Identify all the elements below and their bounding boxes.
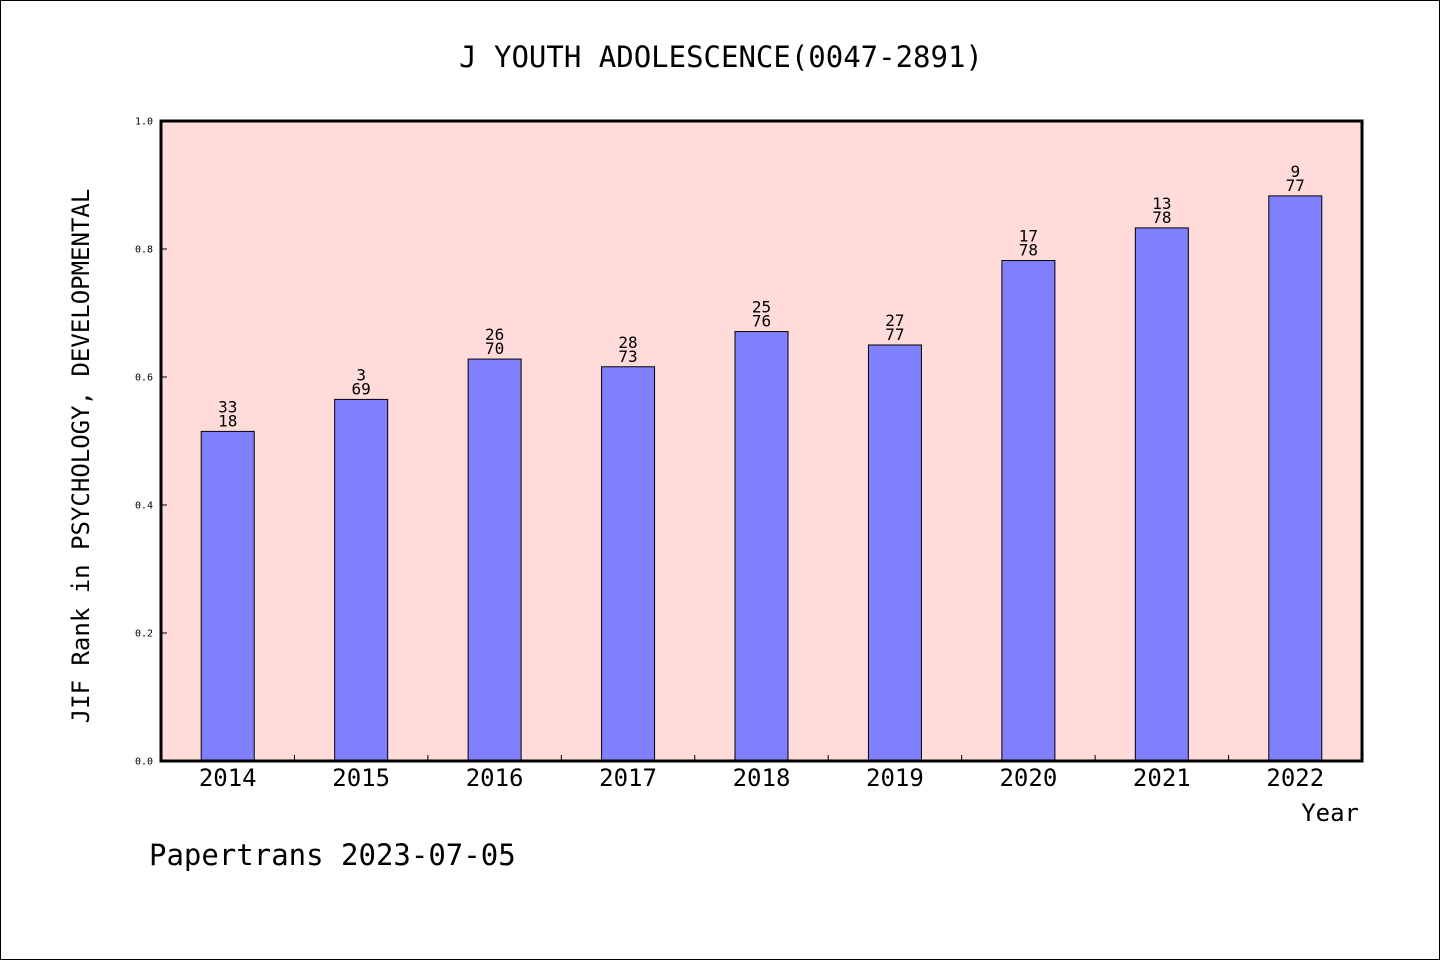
bar-label-top: 17 <box>1019 227 1038 246</box>
bar-label-top: 33 <box>218 397 237 416</box>
bar-2017 <box>601 366 656 762</box>
y-tick-label: 0.4 <box>135 501 153 512</box>
bar-label-bottom: 69 <box>352 379 371 398</box>
x-tick-label: 2019 <box>866 764 924 792</box>
bar-2014 <box>200 430 255 762</box>
x-tick-label: 2018 <box>733 764 791 792</box>
bar-2016 <box>467 358 522 762</box>
bar-label-bottom: 78 <box>1019 241 1038 260</box>
y-tick-label: 0.6 <box>135 373 153 384</box>
footer-stamp: Papertrans 2023-07-05 <box>149 838 516 872</box>
x-tick-label: 2020 <box>999 764 1057 792</box>
bar-2019 <box>867 344 922 762</box>
bar-2022 <box>1268 195 1323 762</box>
bar-label-top: 26 <box>485 325 504 344</box>
x-tick-label: 2015 <box>332 764 390 792</box>
y-axis-label: JIF Rank in PSYCHOLOGY, DEVELOPMENTAL <box>67 189 95 724</box>
bar-label-bottom: 78 <box>1152 208 1171 227</box>
bar-label-top: 25 <box>752 298 771 317</box>
x-axis-label: Year <box>1301 799 1359 827</box>
bar-label-bottom: 77 <box>1286 176 1305 195</box>
y-tick-label: 0.2 <box>135 629 153 640</box>
bar-label-top: 3 <box>356 365 366 384</box>
y-tick-label: 1.0 <box>135 117 153 128</box>
y-tick-label: 0.0 <box>135 757 153 768</box>
bar-label-top: 9 <box>1290 162 1300 181</box>
bar-2015 <box>334 398 389 762</box>
bar-label-top: 13 <box>1152 194 1171 213</box>
x-tick-label: 2021 <box>1133 764 1191 792</box>
chart-title: J YOUTH ADOLESCENCE(0047-2891) <box>459 40 983 74</box>
bar-label-bottom: 73 <box>618 347 637 366</box>
bar-label-top: 27 <box>885 311 904 330</box>
y-tick-label: 0.8 <box>135 245 153 256</box>
bar-label-bottom: 70 <box>485 339 504 358</box>
x-tick-label: 2022 <box>1266 764 1324 792</box>
bar-2020 <box>1001 260 1056 762</box>
plot-border <box>159 119 1364 763</box>
bar-2021 <box>1134 227 1189 762</box>
x-tick-label: 2017 <box>599 764 657 792</box>
bar-label-bottom: 18 <box>218 411 237 430</box>
bar-label-top: 28 <box>618 333 637 352</box>
x-tick-label: 2014 <box>199 764 257 792</box>
x-tick-label: 2016 <box>466 764 524 792</box>
bar-label-bottom: 77 <box>885 325 904 344</box>
bar-label-bottom: 76 <box>752 312 771 331</box>
bar-2018 <box>734 331 789 762</box>
